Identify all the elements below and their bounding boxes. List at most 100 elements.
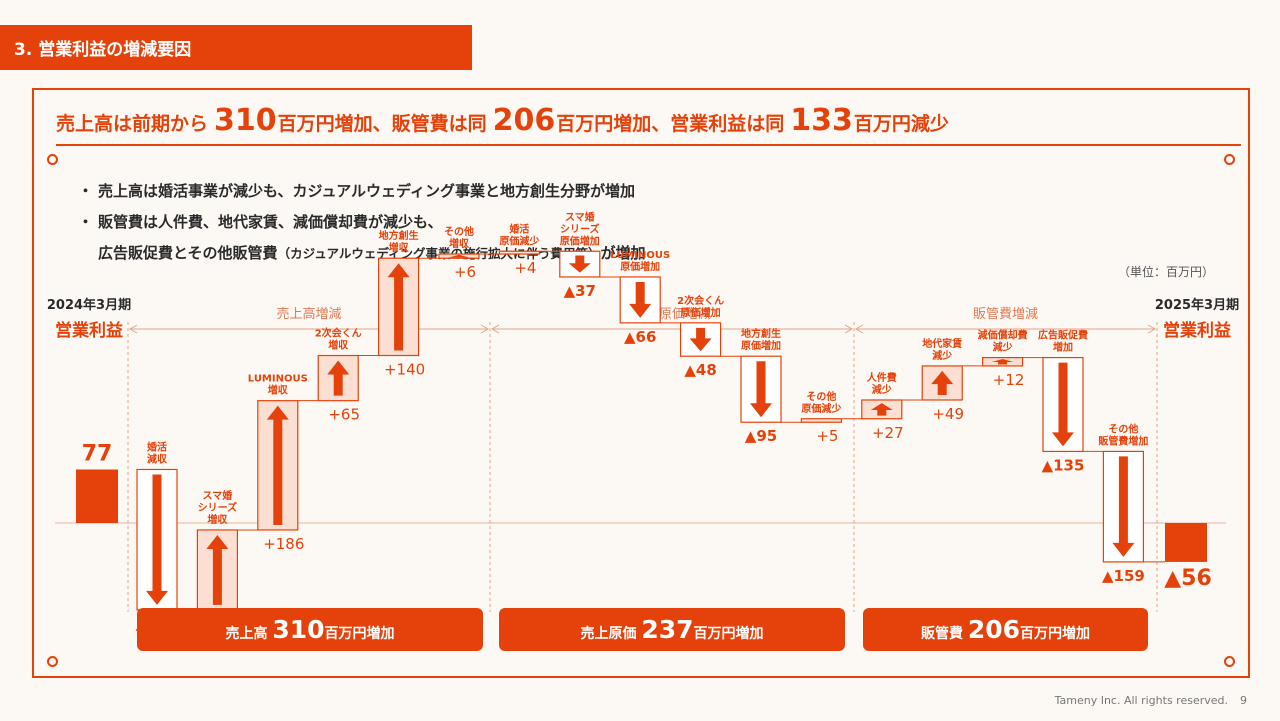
step-category-label: 増加 — [1053, 341, 1073, 354]
step-category-label: 広告販促費 — [1038, 329, 1088, 342]
bullet-item: ・売上高は婚活事業が減少も、カジュアルウェディング事業と地方創生分野が増加 — [78, 176, 645, 207]
step-category-label: 原価増加 — [620, 260, 660, 273]
step-category-label: 増収 — [449, 237, 470, 250]
step-category-label: 原価減少 — [499, 234, 539, 247]
step-category-label: 地代家賃 — [922, 337, 962, 350]
corner-dot — [1224, 656, 1235, 667]
end-main-label: 営業利益 — [1163, 320, 1231, 341]
step-value-label: ▲159 — [1102, 567, 1145, 585]
step-category-label: 原価増加 — [741, 339, 781, 352]
headline: 売上高は前期から 310 百万円増加、販管費は同 206 百万円増加、営業利益は… — [56, 103, 949, 143]
step-category-label: LUMINOUS — [610, 250, 670, 261]
step-category-label: 減収 — [147, 452, 168, 465]
down-arrow-icon — [1112, 456, 1135, 557]
headline-number: 310 — [214, 103, 277, 138]
step-category-label: 減価償却費 — [978, 329, 1028, 342]
group-summary-pill — [863, 608, 1148, 651]
footer: Tameny Inc. All rights reserved. 9 — [1055, 694, 1247, 707]
corner-dot — [47, 656, 58, 667]
bracket-arrow-right — [480, 324, 490, 334]
down-arrow-icon — [750, 361, 772, 418]
start-period-label: 2024年3月期 — [47, 297, 131, 313]
step-category-label: 販管費増加 — [1098, 434, 1148, 447]
step-value-label: +4 — [514, 259, 536, 277]
headline-text: 百万円増加、販管費は同 — [277, 113, 487, 135]
step-category-label: 増収 — [207, 513, 228, 526]
step-value-label: ▲66 — [624, 328, 656, 346]
group-summary-text: 売上原価 237百万円増加 — [580, 615, 763, 644]
headline-number: 133 — [790, 103, 853, 138]
step-category-label: 婚活 — [509, 222, 529, 235]
page-number: 9 — [1240, 694, 1247, 707]
step-category-label: シリーズ — [198, 501, 238, 514]
step-category-label: 減少 — [872, 383, 892, 396]
headline-text: 百万円増加、営業利益は同 — [556, 113, 785, 135]
end-bar — [1165, 523, 1207, 562]
step-category-label: 地方創生 — [741, 327, 781, 340]
bullet-text: が増加 — [600, 244, 646, 262]
step-value-label: +6 — [454, 263, 476, 281]
up-arrow-icon — [991, 358, 1014, 365]
down-arrow-icon — [1052, 362, 1074, 447]
summary-value: 237 — [641, 615, 693, 644]
step-value-label: ▲135 — [1042, 456, 1085, 474]
corner-dot — [47, 154, 58, 165]
up-arrow-icon — [870, 403, 893, 416]
step-category-label: スマ婚 — [565, 210, 595, 223]
group-label: 売上高増減 — [276, 306, 341, 322]
start-value-label: 77 — [82, 441, 113, 466]
step-category-label: 地方創生 — [379, 229, 419, 242]
step-value-label: +27 — [872, 424, 904, 442]
headline-text: 百万円減少 — [853, 113, 949, 135]
bullet-text: 広告販促費とその他販管費 — [98, 244, 278, 262]
step-category-label: 原価減少 — [801, 402, 841, 415]
step-category-label: 2次会くん — [677, 294, 724, 307]
step-category-label: シリーズ — [560, 222, 600, 235]
section-title: 3. 営業利益の増減要因 — [0, 25, 472, 70]
step-value-label: +12 — [993, 371, 1025, 389]
bullet-marker: ・ — [78, 213, 94, 231]
step-category-label: 減少 — [993, 341, 1013, 354]
headline-number: 206 — [492, 103, 556, 138]
step-category-label: LUMINOUS — [248, 374, 308, 385]
step-category-label: 婚活 — [147, 440, 167, 453]
bullet-item: ・販管費は人件費、地代家賃、減価償却費が減少も、 — [78, 207, 645, 238]
waterfall-bar — [498, 250, 540, 255]
group-summary-text: 売上高 310百万円増加 — [225, 615, 394, 644]
copyright-text: Tameny Inc. All rights reserved. — [1054, 694, 1228, 707]
group-summary-pill — [137, 608, 483, 651]
step-value-label: ▲95 — [745, 427, 777, 445]
up-arrow-icon — [206, 534, 229, 605]
bracket-arrow-left — [490, 324, 500, 334]
group-summary-text: 販管費 206百万円増加 — [921, 615, 1090, 644]
start-bar — [76, 469, 118, 523]
step-category-label: 減少 — [932, 349, 952, 362]
step-value-label: +65 — [328, 406, 360, 424]
waterfall-bar — [800, 418, 843, 423]
headline-text: 売上高は前期から — [56, 113, 209, 135]
down-arrow-icon — [146, 474, 168, 605]
bracket-arrow-right — [1147, 324, 1157, 334]
step-value-label: +140 — [384, 361, 425, 379]
summary-value: 310 — [272, 615, 324, 644]
step-category-label: 人件費 — [867, 371, 897, 384]
step-category-label: その他 — [1108, 422, 1138, 435]
step-category-label: 増収 — [328, 339, 349, 352]
group-label: 販管費増減 — [973, 306, 1038, 322]
content-frame — [32, 88, 1250, 678]
summary-prefix: 販管費 — [921, 625, 968, 642]
step-value-label: +49 — [932, 405, 964, 423]
bracket-arrow-left — [854, 324, 864, 334]
step-category-label: 2次会くん — [315, 327, 362, 340]
step-category-label: 増収 — [389, 241, 410, 254]
step-category-label: スマ婚 — [203, 489, 233, 502]
step-value-label: +186 — [263, 535, 304, 553]
summary-prefix: 売上高 — [225, 625, 272, 642]
bracket-arrow-left — [128, 324, 138, 334]
corner-dot — [1224, 154, 1235, 165]
summary-suffix: 百万円増加 — [694, 625, 764, 642]
group-summary-pill — [499, 608, 845, 651]
step-category-label: 増収 — [268, 384, 289, 397]
end-period-label: 2025年3月期 — [1155, 297, 1239, 313]
up-arrow-icon — [931, 370, 954, 395]
